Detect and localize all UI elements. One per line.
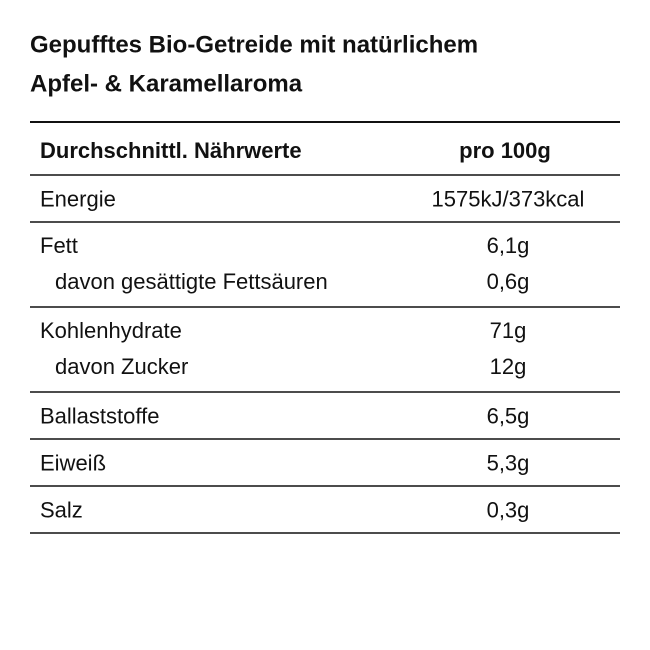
title-line: Apfel- & Karamellaroma [30,70,303,97]
row-label: Energie [40,186,116,211]
row-value: 0,3g [487,497,530,522]
row-label: Ballaststoffe [40,403,159,428]
header-value: pro 100g [459,138,551,163]
row-value: 0,6g [487,269,530,294]
row-value: 6,1g [487,233,530,258]
title-line: Gepufftes Bio-Getreide mit natürlichem [30,31,478,58]
row-label: Eiweiß [40,450,106,475]
row-label: Fett [40,233,78,258]
row-value: 71g [490,318,527,343]
row-value: 5,3g [487,450,530,475]
row-value: 1575kJ/373kcal [432,186,585,211]
row-label: Kohlenhydrate [40,318,182,343]
row-label: Salz [40,497,83,522]
row-value: 6,5g [487,403,530,428]
header-label: Durchschnittl. Nährwerte [40,138,302,163]
row-value: 12g [490,354,527,379]
sub-row-label: davon gesättigte Fettsäuren [55,269,328,294]
sub-row-label: davon Zucker [55,354,188,379]
